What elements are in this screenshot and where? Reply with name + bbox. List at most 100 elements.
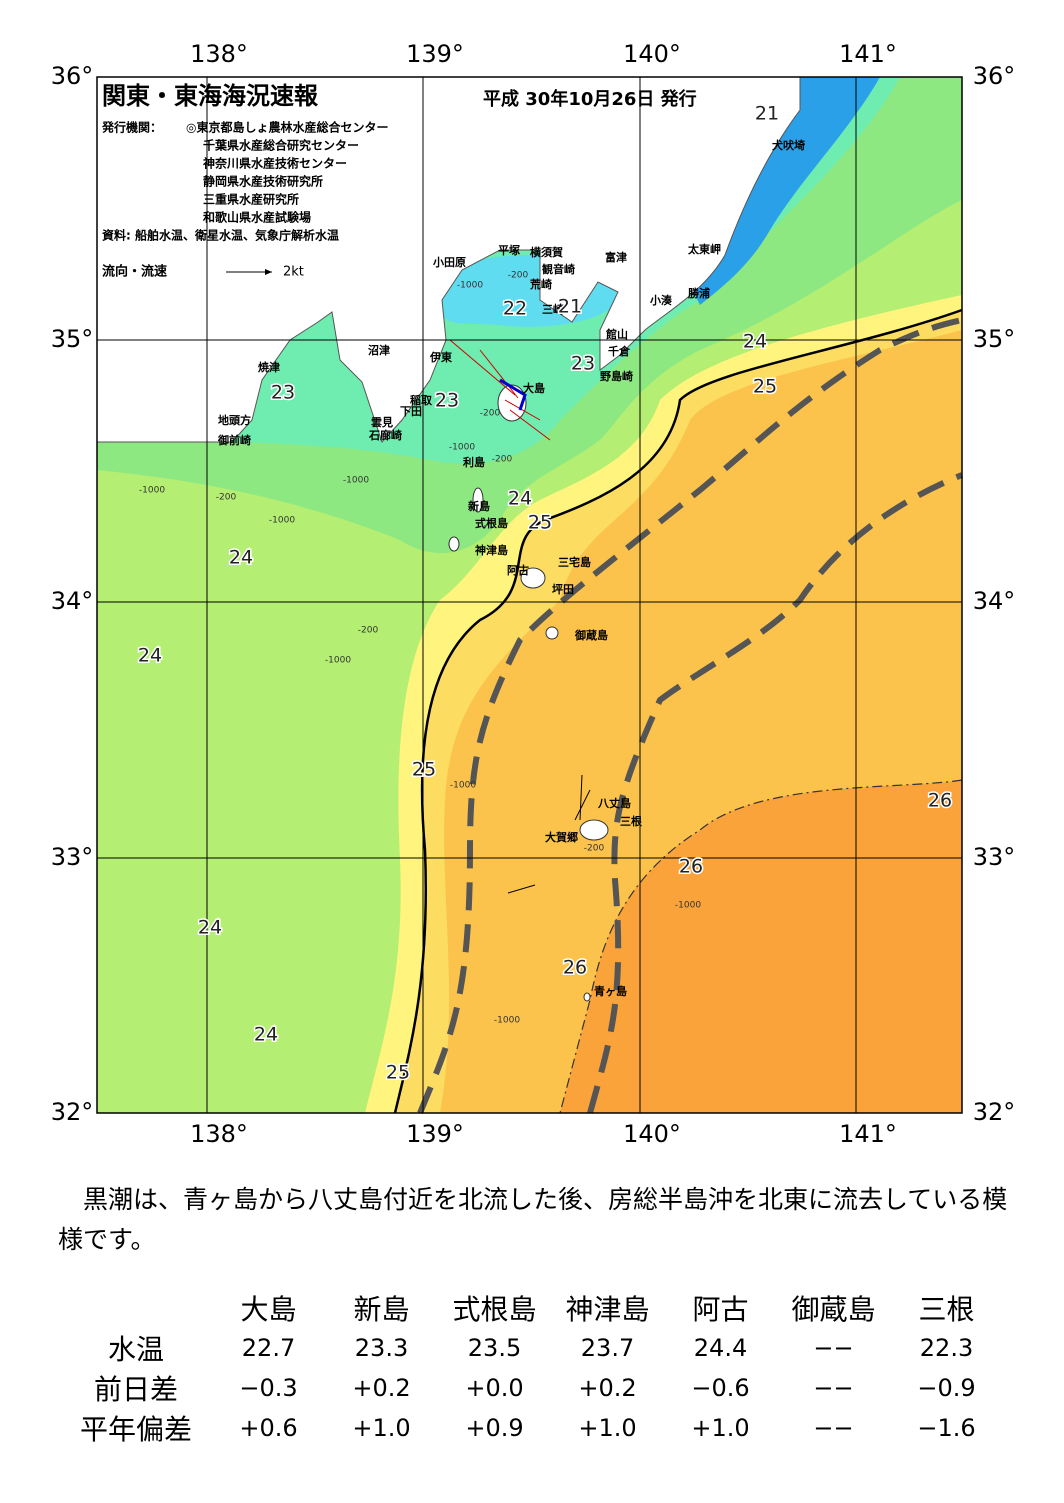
depth-label: -1000 xyxy=(139,486,165,496)
depth-label: -200 xyxy=(358,626,379,636)
isotherm-label: 25 xyxy=(753,376,777,398)
depth-label: -1000 xyxy=(457,281,483,291)
place-name: 三根 xyxy=(620,814,643,828)
issuer: 和歌山県水産試験場 xyxy=(202,210,311,225)
place-name: 荒崎 xyxy=(529,277,552,291)
lon-label: 138° xyxy=(190,40,248,68)
place-name: 野島崎 xyxy=(600,369,633,383)
sea-zone xyxy=(690,77,880,305)
map: 関東・東海海況速報 平成 30年10月26日 発行 発行機関： 資料: 船舶水温… xyxy=(51,40,1016,1148)
issuer-label: 発行機関： xyxy=(101,120,162,135)
cell: +0.6 xyxy=(239,1414,298,1442)
place-name: 焼津 xyxy=(258,360,280,374)
land xyxy=(96,76,801,443)
column-header: 新島 xyxy=(353,1293,410,1326)
cell: −0.9 xyxy=(917,1374,976,1402)
cell: −− xyxy=(813,1414,854,1442)
place-name: 大賀郷 xyxy=(545,830,578,844)
isotherm-label: 21 xyxy=(755,103,779,125)
lon-label: 140° xyxy=(623,1120,681,1148)
place-name: 地頭方 xyxy=(218,413,251,427)
column-header: 大島 xyxy=(240,1293,297,1326)
place-name: 館山 xyxy=(605,327,628,341)
legend-scale: 2kt xyxy=(283,265,304,280)
isotherm-label: 26 xyxy=(679,856,703,878)
place-name: 下田 xyxy=(400,405,422,418)
place-name: 稲取 xyxy=(410,393,432,407)
place-name: 観音崎 xyxy=(542,262,575,276)
column-header: 神津島 xyxy=(565,1293,650,1326)
place-name: 坪田 xyxy=(552,583,574,596)
column-header xyxy=(60,1288,212,1328)
place-name: 神津島 xyxy=(475,543,508,557)
issuer: 千葉県水産総合研究センター xyxy=(203,138,359,153)
row: 水温 22.7 23.3 23.5 23.7 24.4 −− 22.3 xyxy=(60,1328,1003,1368)
cell: +1.0 xyxy=(352,1414,411,1442)
cell: +0.0 xyxy=(465,1374,524,1402)
cell: −1.6 xyxy=(917,1414,976,1442)
depth-label: -1000 xyxy=(675,901,701,911)
row: 前日差 −0.3 +0.2 +0.0 +0.2 −0.6 −− −0.9 xyxy=(60,1368,1003,1408)
isotherm-26 xyxy=(559,779,963,1114)
depth-label: -1000 xyxy=(343,476,369,486)
place-name: 小湊 xyxy=(649,293,672,307)
place-name: 三崎 xyxy=(542,302,564,316)
current-arrow xyxy=(499,378,527,411)
place-name: 青ヶ島 xyxy=(594,984,627,998)
lat-label: 33° xyxy=(51,843,94,871)
isotherm-label: 25 xyxy=(412,759,436,781)
lon-label: 138° xyxy=(190,1120,248,1148)
lon-label: 141° xyxy=(839,40,897,68)
isotherm-label: 24 xyxy=(254,1024,278,1046)
depth-label: -200 xyxy=(216,493,237,503)
depth-label: -200 xyxy=(584,844,605,854)
map-frame xyxy=(96,76,963,1114)
isotherm-label: 24 xyxy=(743,331,767,353)
issuer: 神奈川県水産技術センター xyxy=(203,156,347,171)
lon-label: 139° xyxy=(406,40,464,68)
isotherm-label: 23 xyxy=(435,390,459,412)
issuer: ◎東京都島しょ農林水産総合センター xyxy=(186,120,388,135)
isotherm-label: 26 xyxy=(928,790,952,812)
place-name: 太東岬 xyxy=(687,242,721,256)
place-name: 千倉 xyxy=(608,344,631,358)
issue-date: 平成 30年10月26日 発行 xyxy=(483,88,697,110)
isotherm-label: 24 xyxy=(508,488,532,510)
legend-arrowhead xyxy=(265,269,272,275)
place-name: 雲見 xyxy=(371,416,393,429)
row-label: 平年偏差 xyxy=(79,1413,192,1446)
isotherm-label: 23 xyxy=(571,353,595,375)
place-name: 横須賀 xyxy=(530,245,563,259)
place-name: 阿古 xyxy=(507,563,529,577)
cell: +0.9 xyxy=(465,1414,524,1442)
cell: −0.3 xyxy=(239,1374,298,1402)
cell: +0.2 xyxy=(352,1374,411,1402)
lat-label: 36° xyxy=(973,62,1016,90)
isotherm-label: 25 xyxy=(386,1062,410,1084)
current-arrows xyxy=(507,774,591,894)
cell: 23.7 xyxy=(580,1334,635,1362)
isotherm-25 xyxy=(393,308,963,1114)
lon-label: 140° xyxy=(623,40,681,68)
depth-label: -200 xyxy=(492,455,513,465)
place-name: 平塚 xyxy=(498,243,520,257)
column-header: 三根 xyxy=(918,1293,975,1326)
isotherm-label: 24 xyxy=(138,645,162,667)
cell: 23.5 xyxy=(467,1334,522,1362)
place-name: 勝浦 xyxy=(688,286,710,300)
row: 平年偏差 +0.6 +1.0 +0.9 +1.0 +1.0 −− −1.6 xyxy=(60,1408,1003,1448)
lat-label: 36° xyxy=(51,62,94,90)
lat-label: 35° xyxy=(973,325,1016,353)
place-name: 沼津 xyxy=(368,343,390,357)
place-name: 式根島 xyxy=(475,516,508,530)
cell: −− xyxy=(813,1374,854,1402)
lat-label: 34° xyxy=(973,587,1016,615)
legend-label: 流向・流速 xyxy=(102,264,167,280)
cell: 23.3 xyxy=(354,1334,409,1362)
issuer: 三重県水産研究所 xyxy=(203,192,299,207)
header-row: 大島 新島 式根島 神津島 阿古 御蔵島 三根 xyxy=(60,1288,1003,1328)
depth-label: -1000 xyxy=(325,656,351,666)
lat-label: 33° xyxy=(973,843,1016,871)
depth-label: -200 xyxy=(508,271,529,281)
place-name: 御前崎 xyxy=(217,433,251,447)
